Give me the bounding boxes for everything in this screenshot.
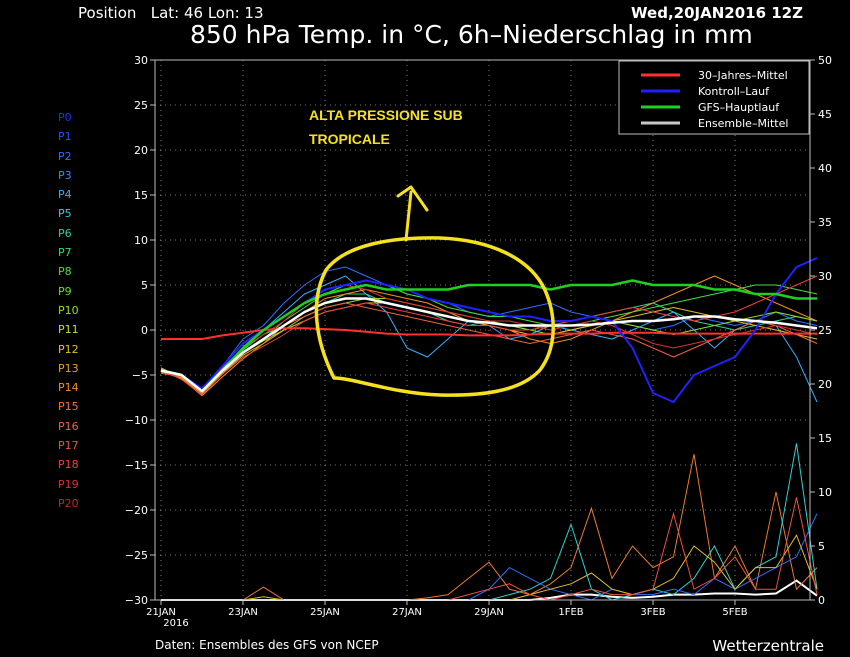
member-label: P19: [58, 477, 79, 491]
y-left-tick-label: −25: [125, 549, 148, 562]
member-label: P6: [58, 226, 72, 240]
y-left-tick-label: −15: [125, 459, 148, 472]
member-label: P10: [58, 303, 79, 317]
series-line: [160, 275, 818, 403]
series-line: [160, 297, 818, 393]
member-label: P16: [58, 419, 79, 433]
plot-frame: [154, 59, 811, 601]
ensemble-member-list: P0 P1 P2 P3 P4 P5 P6 P7 P8 P9 P10 P11 P12 P13 P14 P15 P1…: [58, 108, 79, 513]
y-left-tick-label: 10: [134, 234, 148, 247]
annotation-arrow: [396, 185, 429, 242]
member-label: P8: [58, 265, 72, 279]
member-label: P11: [58, 323, 79, 337]
x-tick-label: 29JAN: [474, 607, 504, 618]
member-label: P3: [58, 168, 72, 182]
y-right-tick-label: 25: [818, 324, 832, 337]
y-right-tick-label: 45: [818, 108, 832, 121]
left-axis-ticks: 30 25 20 15 10 5 0 −5 −10 −15 −20 −25 −30: [125, 54, 155, 607]
y-left-tick-label: 30: [134, 54, 148, 67]
x-tick-label: 25JAN: [310, 607, 340, 618]
y-right-tick-label: 10: [818, 486, 832, 499]
x-tick-label: 21JAN: [146, 607, 176, 618]
y-right-tick-label: 40: [818, 162, 832, 175]
annotation: ALTA PRESSIONE SUB TROPICALE: [309, 107, 555, 397]
member-label: P0: [58, 111, 72, 124]
x-tick-label: 5FEB: [722, 607, 747, 618]
run-datetime: Wed,20JAN2016 12Z: [631, 4, 803, 22]
position-label: Position Lat: 46 Lon: 13: [78, 4, 264, 22]
member-label: P14: [58, 381, 79, 395]
legend-label: 30–Jahres–Mittel: [698, 69, 788, 82]
precip-line: [161, 497, 818, 601]
y-left-tick-label: 25: [134, 99, 148, 112]
member-label: P12: [58, 342, 79, 356]
x-axis-ticks: 21JAN 23JAN 25JAN 27JAN 29JAN 1FEB 3FEB 5FEB 201…: [146, 600, 748, 629]
series-line: [160, 280, 818, 391]
y-right-tick-label: 5: [818, 540, 825, 553]
legend-label: Kontroll–Lauf: [698, 85, 770, 98]
member-label: P18: [58, 458, 79, 472]
chart-title: 850 hPa Temp. in °C, 6h–Niederschlag in …: [190, 20, 753, 49]
series-line: [160, 275, 818, 396]
member-label: P17: [58, 439, 79, 453]
data-source: Daten: Ensembles des GFS von NCEP: [155, 638, 379, 652]
y-right-tick-label: 35: [818, 216, 832, 229]
member-label: P2: [58, 149, 72, 163]
series-line: [161, 327, 817, 340]
x-tick-label: 27JAN: [392, 607, 422, 618]
x-tick-label: 3FEB: [640, 607, 665, 618]
x-tick-label: 1FEB: [558, 607, 583, 618]
legend-label: Ensemble–Mittel: [698, 117, 788, 130]
precip-line: [161, 454, 818, 601]
series-line: [160, 279, 817, 393]
annotation-line-1: ALTA PRESSIONE SUB: [309, 107, 463, 123]
y-left-tick-label: −30: [125, 594, 148, 607]
y-right-tick-label: 15: [818, 432, 832, 445]
x-tick-sublabel: 2016: [163, 618, 188, 629]
y-right-tick-label: 20: [818, 378, 832, 391]
member-label: P4: [58, 188, 72, 202]
precip-lines: [161, 443, 818, 601]
brand-label: Wetterzentrale: [712, 637, 824, 655]
precip-line: [161, 443, 818, 601]
x-tick-label: 23JAN: [228, 607, 258, 618]
member-label: P5: [58, 207, 72, 221]
y-left-tick-label: 20: [134, 144, 148, 157]
y-left-tick-label: 15: [134, 189, 148, 202]
y-right-tick-label: 0: [818, 594, 825, 607]
y-left-tick-label: −10: [125, 414, 148, 427]
grid: [155, 60, 810, 600]
member-label: P15: [58, 400, 79, 414]
y-right-tick-label: 30: [818, 270, 832, 283]
y-left-tick-label: −5: [132, 369, 148, 382]
legend: 30–Jahres–Mittel Kontroll–Lauf GFS–Hauptla…: [618, 60, 810, 135]
y-left-tick-label: 0: [141, 324, 148, 337]
member-label: P1: [58, 130, 72, 144]
annotation-line-2: TROPICALE: [309, 131, 390, 147]
y-left-tick-label: −20: [125, 504, 148, 517]
member-label: P9: [58, 284, 72, 298]
precip-line: [161, 513, 818, 601]
annotation-circle: [314, 236, 555, 397]
member-label: P7: [58, 246, 72, 260]
y-left-tick-label: 5: [141, 279, 148, 292]
y-right-tick-label: 50: [818, 54, 832, 67]
legend-label: GFS–Hauptlauf: [698, 101, 780, 114]
member-label: P20: [58, 496, 79, 510]
series-lines: [160, 257, 818, 403]
member-label: P13: [58, 361, 79, 375]
